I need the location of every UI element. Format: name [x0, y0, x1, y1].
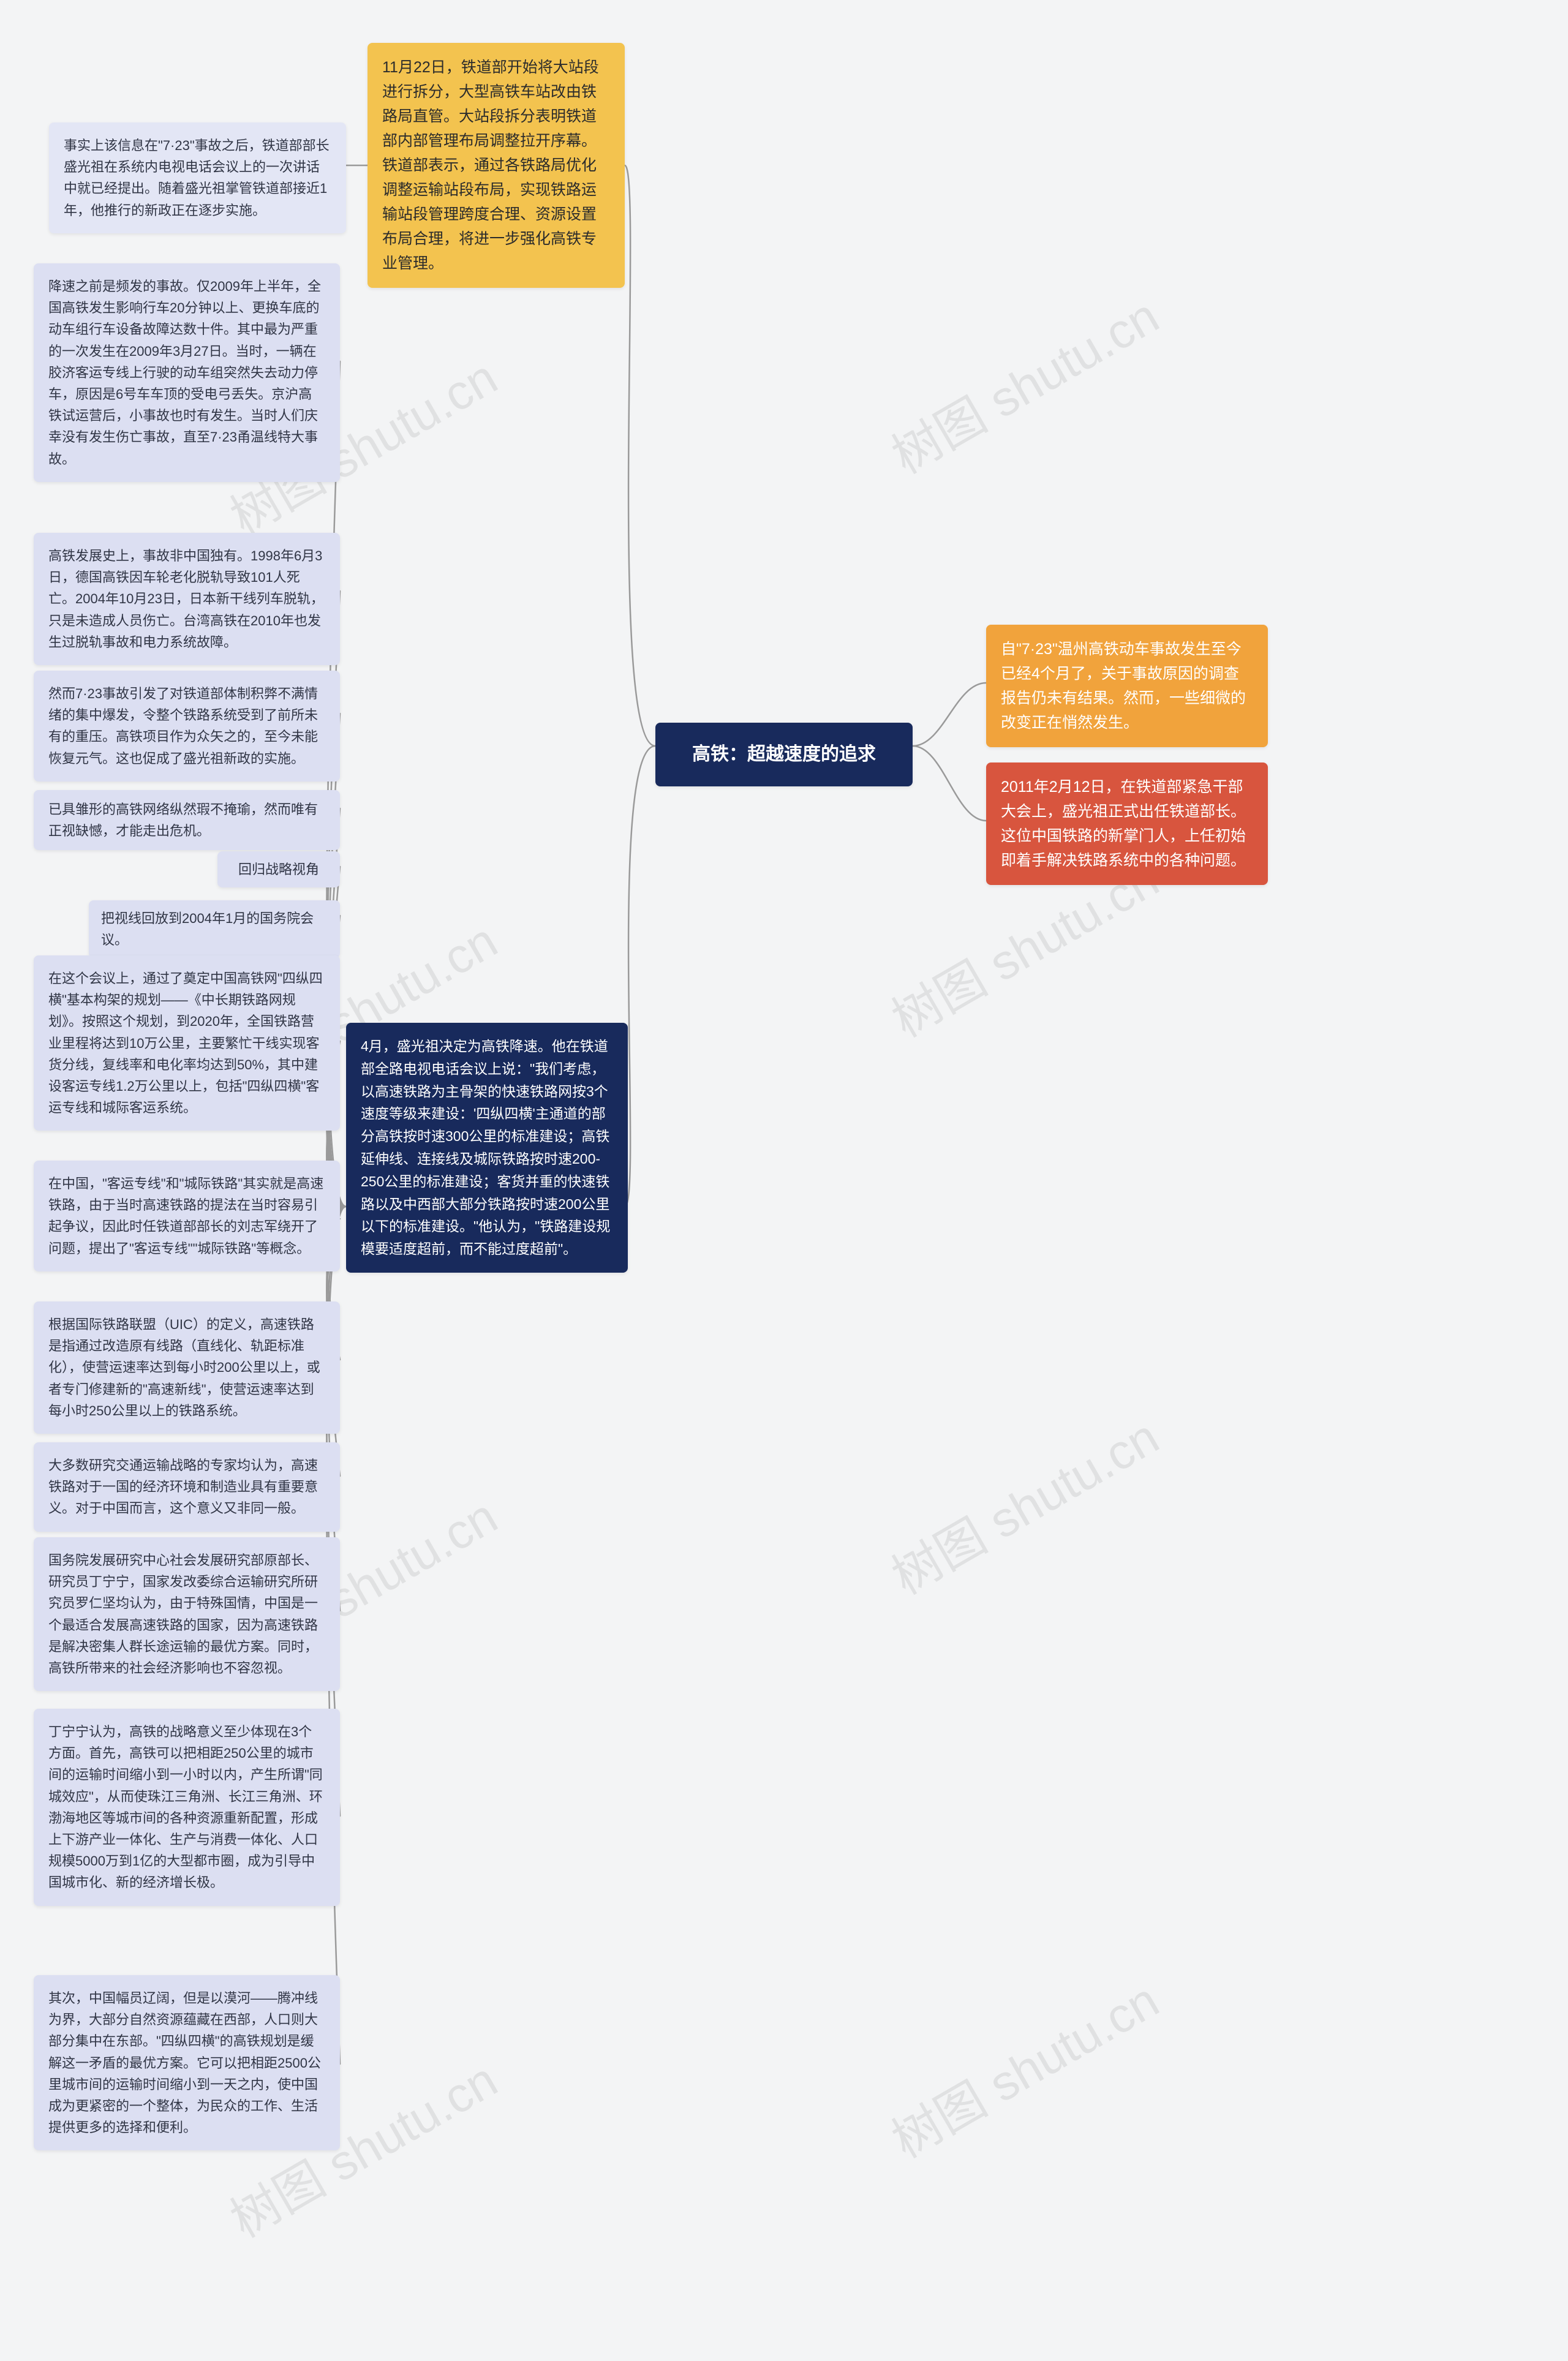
right-node-2[interactable]: 2011年2月12日，在铁道部紧急干部大会上，盛光祖正式出任铁道部长。这位中国铁…: [986, 763, 1268, 885]
left-node-darkblue[interactable]: 4月，盛光祖决定为高铁降速。他在铁道部全路电视电话会议上说："我们考虑，以高速铁…: [346, 1023, 628, 1273]
left-node-yellow-sub[interactable]: 事实上该信息在"7·23"事故之后，铁道部部长盛光祖在系统内电视电话会议上的一次…: [49, 122, 346, 233]
watermark: 树图 shutu.cn: [877, 1398, 1170, 1608]
b-child-1[interactable]: 降速之前是频发的事故。仅2009年上半年，全国高铁发生影响行车20分钟以上、更换…: [34, 263, 340, 482]
b-child-3[interactable]: 然而7·23事故引发了对铁道部体制积弊不满情绪的集中爆发，令整个铁路系统受到了前…: [34, 671, 340, 781]
b-child-6[interactable]: 把视线回放到2004年1月的国务院会议。: [89, 900, 340, 958]
b-child-11[interactable]: 国务院发展研究中心社会发展研究部原部长、研究员丁宁宁，国家发改委综合运输研究所研…: [34, 1537, 340, 1691]
left-node-yellow[interactable]: 11月22日，铁道部开始将大站段进行拆分，大型高铁车站改由铁路局直管。大站段拆分…: [368, 43, 625, 288]
root-node[interactable]: 高铁：超越速度的追求: [655, 723, 913, 786]
watermark: 树图 shutu.cn: [877, 277, 1170, 488]
right-node-1[interactable]: 自"7·23"温州高铁动车事故发生至今已经4个月了，关于事故原因的调查报告仍未有…: [986, 625, 1268, 747]
b-child-12[interactable]: 丁宁宁认为，高铁的战略意义至少体现在3个方面。首先，高铁可以把相距250公里的城…: [34, 1709, 340, 1906]
mindmap-canvas: 树图 shutu.cn 树图 shutu.cn 树图 shutu.cn 树图 s…: [0, 0, 1568, 2361]
b-child-7[interactable]: 在这个会议上，通过了奠定中国高铁网"四纵四横"基本构架的规划——《中长期铁路网规…: [34, 955, 340, 1131]
b-child-5[interactable]: 回归战略视角: [217, 851, 340, 887]
b-child-4[interactable]: 已具雏形的高铁网络纵然瑕不掩瑜，然而唯有正视缺憾，才能走出危机。: [34, 790, 340, 850]
b-child-13[interactable]: 其次，中国幅员辽阔，但是以漠河——腾冲线为界，大部分自然资源蕴藏在西部，人口则大…: [34, 1975, 340, 2150]
watermark: 树图 shutu.cn: [877, 1962, 1170, 2172]
b-child-8[interactable]: 在中国，"客运专线"和"城际铁路"其实就是高速铁路，由于当时高速铁路的提法在当时…: [34, 1161, 340, 1271]
b-child-2[interactable]: 高铁发展史上，事故非中国独有。1998年6月3日，德国高铁因车轮老化脱轨导致10…: [34, 533, 340, 665]
b-child-9[interactable]: 根据国际铁路联盟（UIC）的定义，高速铁路是指通过改造原有线路（直线化、轨距标准…: [34, 1301, 340, 1434]
b-child-10[interactable]: 大多数研究交通运输战略的专家均认为，高速铁路对于一国的经济环境和制造业具有重要意…: [34, 1442, 340, 1532]
